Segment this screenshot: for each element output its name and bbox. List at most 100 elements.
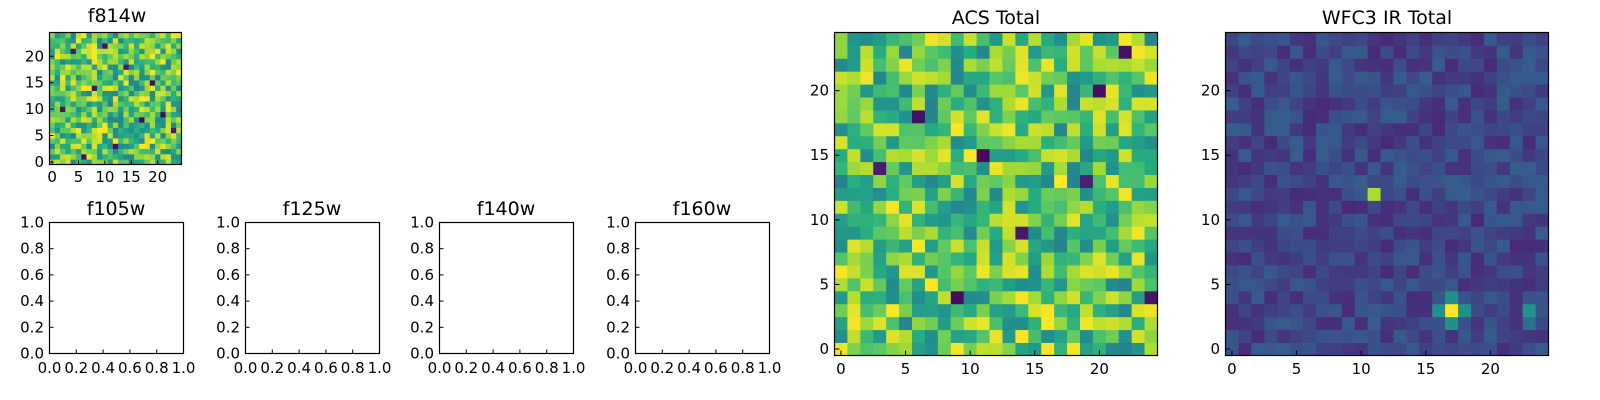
heatmap-cell [144, 95, 151, 102]
heatmap-cell [128, 85, 135, 91]
heatmap-cell [989, 110, 1003, 124]
heatmap-cell [1328, 213, 1343, 227]
heatmap-cell [1458, 239, 1472, 253]
heatmap-cell [1015, 303, 1029, 318]
heatmap-cell [149, 37, 156, 44]
heatmap-cell [165, 43, 172, 49]
heatmap-cell [912, 71, 926, 85]
heatmap-cell [160, 53, 167, 60]
heatmap-cell [1277, 174, 1291, 188]
heatmap-cell [176, 85, 182, 91]
x-tick: 15 [1025, 350, 1044, 378]
heatmap-cell [107, 122, 114, 128]
heatmap-cell [1458, 148, 1472, 163]
heatmap-cell [976, 148, 990, 163]
heatmap-cell [1105, 84, 1120, 98]
heatmap-cell [1315, 174, 1330, 188]
heatmap-cell [81, 53, 87, 60]
heatmap-cell [1496, 342, 1511, 356]
heatmap-cell [1354, 135, 1369, 150]
heatmap-cell [1432, 97, 1446, 111]
heatmap-cell [1251, 110, 1265, 124]
heatmap-cell [1483, 58, 1498, 72]
heatmap-cell [170, 106, 177, 113]
heatmap-cell [97, 106, 103, 113]
heatmap-cell [107, 85, 114, 91]
y-tick-label: 0.2 [20, 318, 44, 336]
heatmap-cell [165, 80, 172, 86]
heatmap-cell [1264, 148, 1278, 163]
heatmap-cell [1079, 58, 1094, 72]
heatmap-cell [139, 122, 145, 128]
heatmap-cell [1092, 122, 1107, 137]
heatmap-cell [1483, 148, 1498, 163]
heatmap-cell [1277, 161, 1291, 176]
heatmap-cell [1264, 110, 1278, 124]
heatmap-cell [1406, 303, 1420, 318]
x-axis-ticks: 0.0 0.2 0.4 0.6 0.8 1.0 [624, 349, 781, 377]
heatmap-cell [1015, 174, 1029, 188]
heatmap-cell [1002, 45, 1016, 59]
heatmap-cell [1445, 226, 1459, 240]
heatmap-cell [1522, 32, 1536, 46]
heatmap-cell [1238, 200, 1252, 214]
heatmap-cell [1509, 290, 1524, 305]
heatmap-cell [1419, 239, 1433, 253]
heatmap-cell [144, 143, 151, 150]
heatmap-cell [1079, 110, 1094, 124]
heatmap-cell [75, 95, 82, 102]
x-axis-ticks: 0.0 0.2 0.4 0.6 0.8 1.0 [428, 349, 585, 377]
heatmap-cell [1002, 226, 1016, 240]
heatmap-cell [60, 143, 66, 150]
heatmap-cell [1028, 342, 1042, 356]
heatmap-cell [989, 213, 1003, 227]
x-tick: 0 [836, 350, 846, 378]
heatmap-cell [1535, 252, 1549, 266]
heatmap-cell [1470, 200, 1485, 214]
plot-frame [244, 221, 381, 355]
heatmap-cell [1315, 71, 1330, 85]
heatmap-cell [49, 138, 56, 144]
heatmap-cell [1015, 161, 1029, 176]
heatmap-cell [1328, 316, 1343, 331]
heatmap-cell [950, 316, 965, 331]
heatmap-cell [899, 97, 913, 111]
heatmap-cell [144, 132, 151, 139]
heatmap-cell [1496, 110, 1511, 124]
x-tick-label: 15 [122, 168, 141, 186]
heatmap-cell [1445, 316, 1459, 331]
heatmap-cell [976, 84, 990, 98]
x-tick: 0.6 [118, 349, 142, 377]
heatmap-cell [937, 277, 952, 292]
heatmap-cell [60, 32, 66, 39]
heatmap-cell [65, 116, 72, 123]
heatmap-cell [834, 122, 848, 137]
heatmap-cell [976, 290, 990, 305]
heatmap-cell [1131, 342, 1145, 356]
x-tick-label: 0 [836, 360, 846, 378]
heatmap-cell [1105, 148, 1120, 163]
heatmap-cell [118, 48, 124, 55]
heatmap-cell [1079, 265, 1094, 279]
heatmap-cell [1341, 277, 1356, 292]
heatmap-cell [1432, 226, 1446, 240]
heatmap-cell [989, 342, 1003, 356]
heatmap-cell [65, 53, 72, 60]
heatmap-cell [1144, 84, 1158, 98]
heatmap-cell [1225, 316, 1239, 331]
heatmap-cell [847, 110, 861, 124]
heatmap-cell [1445, 174, 1459, 188]
heatmap-cell [873, 252, 887, 266]
heatmap-cell [1380, 161, 1394, 176]
heatmap-cell [1458, 45, 1472, 59]
heatmap-cell [847, 84, 861, 98]
heatmap-cell [1367, 135, 1381, 150]
heatmap-cell [1380, 110, 1394, 124]
heatmap-cell [963, 32, 978, 46]
heatmap-cell [1067, 239, 1081, 253]
heatmap-cell [873, 32, 887, 46]
heatmap-cell [170, 111, 177, 118]
heatmap-cell [1419, 200, 1433, 214]
heatmap-cell [1354, 316, 1369, 331]
heatmap-cell [1118, 329, 1133, 343]
